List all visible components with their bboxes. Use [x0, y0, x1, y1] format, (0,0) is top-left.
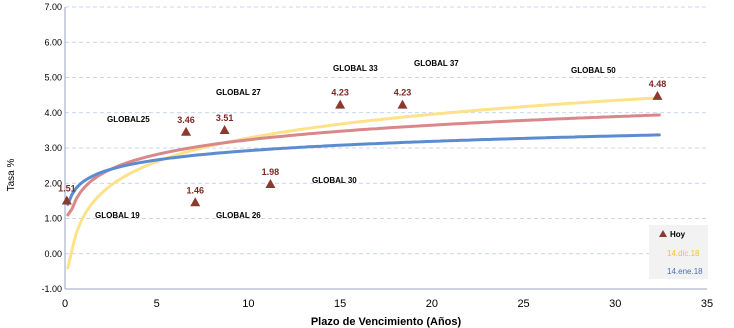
legend-ene-label: 14.ene.18 [667, 267, 703, 276]
y-tick-label: -1.00 [41, 284, 62, 294]
y-axis-label: Tasa % [6, 158, 17, 191]
hoy-marker [219, 125, 230, 135]
curve-unnamed [66, 113, 661, 217]
bond-name-label: GLOBAL 30 [312, 176, 357, 185]
hoy-value-label: 1.46 [186, 185, 204, 195]
y-tick-label: 0.00 [44, 249, 62, 259]
legend-dic-label: 14.dic.18 [667, 249, 700, 258]
x-tick-label: 5 [154, 298, 160, 310]
curve-14-ene-18 [66, 133, 661, 206]
legend-hoy-label: Hoy [670, 230, 686, 239]
bond-name-label: GLOBAL 26 [216, 211, 261, 220]
y-tick-label: 3.00 [44, 143, 62, 153]
hoy-value-label: 4.23 [394, 88, 412, 98]
legend: Hoy 14.dic.18 14.ene.18 [649, 225, 708, 279]
y-axis-ticks: -1.00 0.00 1.00 2.00 3.00 4.00 5.00 6.00 7.00 [41, 2, 62, 294]
hoy-marker [61, 195, 72, 205]
y-tick-label: 2.00 [44, 178, 62, 188]
bond-name-label: GLOBAL 19 [95, 211, 140, 220]
y-tick-label: 4.00 [44, 108, 62, 118]
hoy-marker [181, 126, 192, 136]
hoy-value-label: 1.98 [262, 167, 280, 177]
y-tick-label: 6.00 [44, 37, 62, 47]
y-tick-label: 5.00 [44, 73, 62, 83]
x-tick-label: 30 [609, 298, 621, 310]
hoy-value-label: 1.51 [58, 184, 76, 194]
x-tick-label: 20 [426, 298, 438, 310]
bond-name-label: GLOBAL 27 [216, 88, 261, 97]
hoy-marker [190, 197, 201, 207]
legend-hoy-marker [659, 230, 667, 237]
legend-box [649, 225, 708, 279]
x-axis-label: Plazo de Vencimiento (Años) [311, 316, 462, 328]
x-tick-label: 10 [242, 298, 254, 310]
bond-name-label: GLOBAL25 [107, 115, 150, 124]
x-tick-label: 15 [334, 298, 346, 310]
x-axis-ticks: 0 5 10 15 20 25 30 35 [62, 298, 713, 310]
y-tick-label: 7.00 [44, 2, 62, 12]
y-tick-label: 1.00 [44, 214, 62, 224]
hoy-marker [265, 178, 276, 188]
x-tick-label: 25 [517, 298, 529, 310]
hoy-markers: 1.51 3.46 3.51 1.46 1.98 4.23 4.23 4.48 [58, 79, 667, 207]
hoy-marker [652, 90, 663, 100]
curves [66, 96, 661, 270]
bond-names: GLOBAL25 GLOBAL 27 GLOBAL 19 GLOBAL 26 GLOBA… [95, 59, 616, 220]
x-tick-label: 35 [701, 298, 713, 310]
hoy-value-label: 3.51 [216, 113, 234, 123]
bond-name-label: GLOBAL 33 [333, 64, 378, 73]
hoy-value-label: 4.48 [649, 79, 667, 89]
hoy-marker [397, 99, 408, 109]
bond-name-label: GLOBAL 37 [414, 59, 459, 68]
hoy-value-label: 4.23 [331, 88, 349, 98]
grid [64, 6, 707, 290]
hoy-value-label: 3.46 [177, 115, 195, 125]
x-tick-label: 0 [62, 298, 68, 310]
bond-name-label: GLOBAL 50 [571, 66, 616, 75]
hoy-marker [335, 99, 346, 109]
